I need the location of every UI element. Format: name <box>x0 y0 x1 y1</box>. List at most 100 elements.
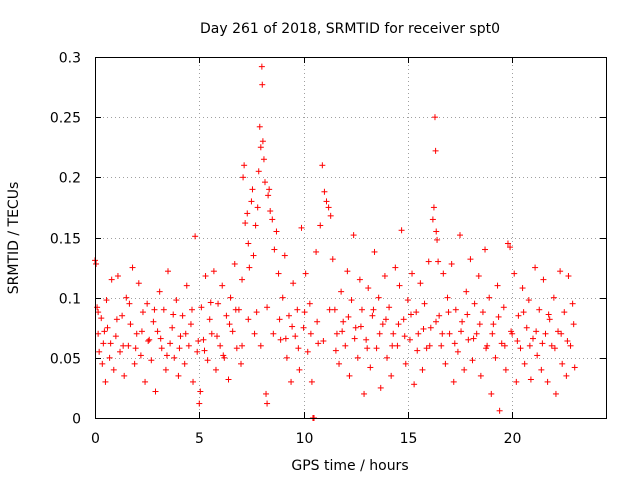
data-point <box>431 114 438 121</box>
data-point <box>477 372 484 379</box>
data-point <box>125 342 132 349</box>
data-point <box>264 304 271 311</box>
data-point <box>438 342 445 349</box>
data-point <box>98 315 105 322</box>
data-point <box>448 260 455 267</box>
data-point <box>569 300 576 307</box>
data-point <box>103 297 110 304</box>
data-point <box>217 342 224 349</box>
data-point <box>170 311 177 318</box>
data-point <box>102 378 109 385</box>
y-tick-label: 0.1 <box>59 292 81 308</box>
data-point <box>152 388 159 395</box>
data-point <box>195 337 202 344</box>
data-point <box>417 280 424 287</box>
data-point <box>249 186 256 193</box>
data-point <box>458 328 465 335</box>
data-point <box>363 336 370 343</box>
data-point <box>300 324 307 331</box>
data-point <box>482 246 489 253</box>
data-point <box>451 340 458 347</box>
data-point <box>94 304 101 311</box>
data-point <box>496 407 503 414</box>
chart-title: Day 261 of 2018, SRMTID for receiver spt… <box>200 21 500 37</box>
data-point <box>344 268 351 275</box>
data-point <box>117 348 124 355</box>
data-point <box>283 354 290 361</box>
data-point <box>444 294 451 301</box>
data-point <box>295 345 302 352</box>
data-point <box>261 179 268 186</box>
data-point <box>270 330 277 337</box>
data-point <box>151 306 158 313</box>
data-point <box>333 330 340 337</box>
data-point <box>502 366 509 373</box>
data-point <box>517 345 524 352</box>
y-tick-label: 0.05 <box>50 352 81 368</box>
data-point <box>527 376 534 383</box>
data-point <box>539 340 546 347</box>
data-point <box>150 318 157 325</box>
data-point <box>175 372 182 379</box>
data-point <box>508 328 515 335</box>
data-point <box>259 81 266 88</box>
data-point <box>257 342 264 349</box>
data-point <box>382 316 389 323</box>
data-point <box>183 282 190 289</box>
data-point <box>513 378 520 385</box>
data-point <box>354 354 361 361</box>
data-point <box>357 323 364 330</box>
data-point <box>434 236 441 243</box>
data-point <box>266 186 273 193</box>
data-point <box>427 324 434 331</box>
data-point <box>252 222 259 229</box>
data-point <box>421 300 428 307</box>
data-point <box>226 321 233 328</box>
data-points <box>92 63 578 421</box>
data-point <box>138 328 145 335</box>
data-point <box>564 337 571 344</box>
data-point <box>188 306 195 313</box>
data-point <box>275 270 282 277</box>
data-point <box>467 256 474 263</box>
data-point <box>373 345 380 352</box>
data-point <box>435 258 442 265</box>
data-point <box>307 330 314 337</box>
data-point <box>519 285 526 292</box>
data-point <box>567 342 574 349</box>
data-point <box>265 192 272 199</box>
data-point <box>100 340 107 347</box>
x-tick-labels: 0 5 10 15 20 <box>91 431 521 447</box>
data-point <box>233 345 240 352</box>
data-point <box>375 294 382 301</box>
data-point <box>548 342 555 349</box>
data-point <box>470 335 477 342</box>
data-point <box>439 330 446 337</box>
data-point <box>95 309 102 316</box>
data-point <box>532 264 539 271</box>
data-point <box>407 311 414 318</box>
data-point <box>511 270 518 277</box>
data-point <box>398 227 405 234</box>
data-point <box>304 348 311 355</box>
data-point <box>552 390 559 397</box>
data-point <box>114 273 121 280</box>
data-point <box>294 306 301 313</box>
data-point <box>177 333 184 340</box>
data-point <box>364 345 371 352</box>
data-point <box>182 330 189 337</box>
data-point <box>248 198 255 205</box>
data-point <box>329 256 336 263</box>
data-point <box>423 345 430 352</box>
data-point <box>157 335 164 342</box>
data-point <box>279 294 286 301</box>
data-point <box>557 268 564 275</box>
data-point <box>267 208 274 215</box>
data-point <box>257 144 264 151</box>
data-point <box>342 342 349 349</box>
data-point <box>198 304 205 311</box>
data-point <box>433 318 440 325</box>
data-point <box>96 348 103 355</box>
data-point <box>420 325 427 332</box>
data-point <box>296 366 303 373</box>
